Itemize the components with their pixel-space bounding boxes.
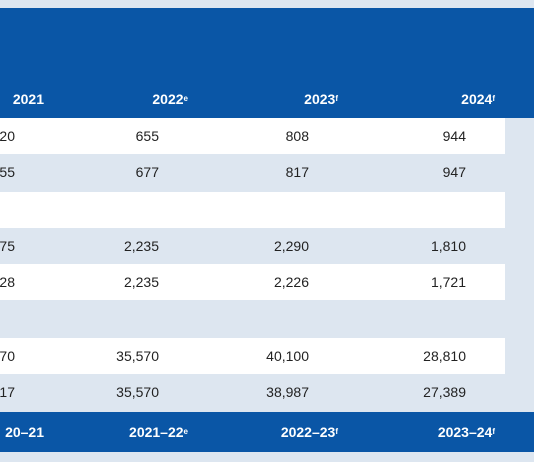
- right-margin-strip: [505, 118, 534, 410]
- footer-cell: 2022–23 f: [280, 424, 338, 440]
- table-cell: 2,235: [123, 238, 159, 254]
- table-cell: 655: [135, 128, 159, 144]
- table-cell: 817: [285, 164, 309, 180]
- table-cell: 1,721: [430, 274, 466, 290]
- header-cell-2021: 2021: [12, 91, 44, 107]
- table-cell: 27,389: [423, 384, 466, 400]
- table-cell: 555: [0, 164, 15, 180]
- table-cell: 808: [285, 128, 309, 144]
- table-cell: 35,570: [116, 384, 159, 400]
- table-row: 7,370 35,570 40,100 28,810: [0, 338, 505, 374]
- table-row: 520 655 808 944: [0, 118, 505, 154]
- table-cell: 38,987: [266, 384, 309, 400]
- table-cell: 947: [442, 164, 466, 180]
- table-cell: 8,717: [0, 384, 15, 400]
- header-cell-2022: 2022 e: [152, 91, 188, 107]
- table-cell: 7,370: [0, 348, 15, 364]
- table-cell: 2,235: [123, 274, 159, 290]
- table-row: 675 2,235 2,290 1,810: [0, 228, 505, 264]
- table-row: 555 677 817 947: [0, 154, 505, 190]
- table-cell: 520: [0, 128, 15, 144]
- footer-cell: 2023–24 f: [437, 424, 495, 440]
- footer-row: 20–21 2021–22 e 2022–23 f 2023–24 f: [0, 412, 534, 452]
- table-cell: 2,226: [273, 274, 309, 290]
- table-cell: 675: [0, 238, 15, 254]
- table-cell: 1,810: [430, 238, 466, 254]
- header-cell-2023: 2023 f: [304, 91, 338, 107]
- table-row: 728 2,235 2,226 1,721: [0, 264, 505, 300]
- header-row: 2021 2022 e 2023 f 2024 f: [0, 80, 534, 118]
- table-cell: 944: [442, 128, 466, 144]
- table-cell: 2,290: [273, 238, 309, 254]
- footer-cell: 20–21: [5, 424, 44, 440]
- table-title-band: [0, 8, 534, 80]
- table-cell: 28,810: [423, 348, 466, 364]
- table-row: 8,717 35,570 38,987 27,389: [0, 374, 505, 410]
- table-row-empty: [0, 192, 505, 228]
- table-cell: 677: [135, 164, 159, 180]
- footer-cell: 2021–22 e: [129, 424, 188, 440]
- table-cell: 40,100: [266, 348, 309, 364]
- table-cell: 728: [0, 274, 15, 290]
- header-cell-2024: 2024 f: [461, 91, 495, 107]
- table-row-empty: [0, 302, 505, 338]
- table-cell: 35,570: [116, 348, 159, 364]
